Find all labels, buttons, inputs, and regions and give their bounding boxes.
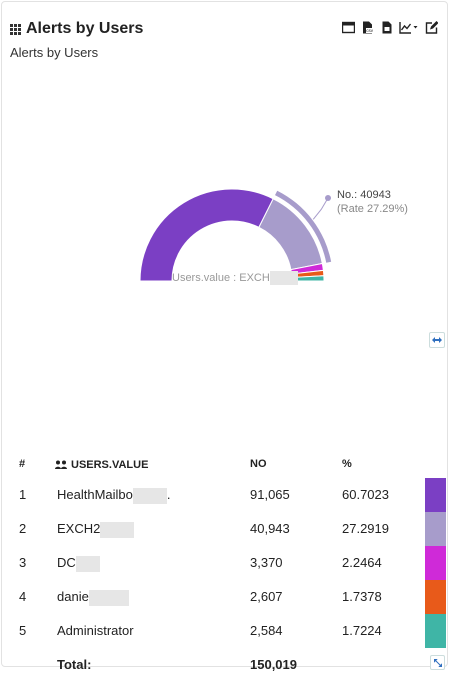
chart-type-button[interactable] bbox=[398, 20, 420, 35]
color-swatch bbox=[425, 478, 446, 512]
header-users[interactable]: USERS.VALUE bbox=[55, 458, 148, 472]
export-csv-icon: csv bbox=[363, 21, 374, 34]
row-user: HealthMailbo. bbox=[57, 478, 171, 512]
table-row[interactable]: 3 DC 3,370 2.2464 bbox=[2, 546, 450, 580]
export-pdf-button[interactable] bbox=[379, 20, 394, 35]
edit-button[interactable] bbox=[424, 20, 439, 35]
grid-icon bbox=[10, 23, 21, 35]
donut-slice-1[interactable] bbox=[139, 188, 274, 282]
header-no: NO bbox=[250, 458, 267, 470]
export-pdf-icon bbox=[382, 21, 392, 34]
color-swatch bbox=[425, 512, 446, 546]
arrows-horizontal-icon bbox=[432, 337, 442, 343]
row-no: 40,943 bbox=[250, 521, 290, 536]
redaction bbox=[132, 487, 167, 504]
donut-slice-2[interactable] bbox=[258, 198, 323, 271]
export-csv-button[interactable]: csv bbox=[360, 20, 375, 35]
edit-icon bbox=[425, 21, 438, 34]
row-user: DC bbox=[57, 546, 100, 580]
row-user-text: danie bbox=[57, 589, 89, 604]
tooltip-leader-dot bbox=[325, 195, 331, 201]
header-pct: % bbox=[342, 458, 352, 470]
svg-text:csv: csv bbox=[366, 28, 374, 33]
row-pct: 2.2464 bbox=[342, 555, 382, 570]
color-swatch bbox=[425, 546, 446, 580]
users-group-icon bbox=[55, 460, 67, 469]
row-user: EXCH2 bbox=[57, 512, 135, 546]
row-user-suffix: . bbox=[166, 487, 171, 502]
widget-title: Alerts by Users bbox=[26, 20, 144, 37]
total-label: Total: bbox=[57, 657, 92, 672]
chart-center-label: Users.value : EXCH bbox=[172, 271, 298, 285]
table-view-icon bbox=[342, 21, 355, 34]
row-index: 5 bbox=[19, 623, 27, 638]
widget-subtitle: Alerts by Users bbox=[10, 45, 99, 60]
widget-header: Alerts by Users bbox=[10, 18, 143, 40]
header-index: # bbox=[19, 458, 26, 470]
row-no: 2,584 bbox=[250, 623, 283, 638]
redaction bbox=[75, 555, 100, 572]
chart-type-icon bbox=[399, 22, 418, 34]
redaction bbox=[100, 521, 135, 538]
row-no: 2,607 bbox=[250, 589, 283, 604]
header-users-label: USERS.VALUE bbox=[71, 459, 149, 471]
total-row: Total: 150,019 bbox=[2, 648, 450, 682]
row-pct: 1.7224 bbox=[342, 623, 382, 638]
center-label-text: Users.value : EXCH bbox=[172, 271, 270, 284]
row-user: Administrator bbox=[57, 623, 134, 638]
row-index: 1 bbox=[19, 487, 27, 502]
expand-horizontal-button[interactable] bbox=[429, 332, 445, 348]
row-index: 2 bbox=[19, 521, 27, 536]
donut-chart[interactable] bbox=[2, 162, 450, 302]
redaction bbox=[88, 589, 129, 606]
row-user: danie bbox=[57, 580, 129, 614]
table-row[interactable]: 1 HealthMailbo. 91,065 60.7023 bbox=[2, 478, 450, 512]
resize-icon bbox=[433, 658, 442, 667]
table-row[interactable]: 4 danie 2,607 1.7378 bbox=[2, 580, 450, 614]
tooltip-value: No.: 40943 bbox=[337, 189, 391, 201]
row-pct: 27.2919 bbox=[342, 521, 389, 536]
row-pct: 60.7023 bbox=[342, 487, 389, 502]
row-user-text: DC bbox=[57, 555, 76, 570]
row-index: 3 bbox=[19, 555, 27, 570]
row-user-text: HealthMailbo bbox=[57, 487, 133, 502]
row-user-text: EXCH2 bbox=[57, 521, 101, 536]
tooltip-leader-line bbox=[312, 197, 329, 220]
row-no: 3,370 bbox=[250, 555, 283, 570]
redaction bbox=[269, 271, 298, 285]
row-index: 4 bbox=[19, 589, 27, 604]
hover-highlight-arc bbox=[274, 190, 332, 263]
widget-toolbar: csv bbox=[341, 20, 439, 35]
row-pct: 1.7378 bbox=[342, 589, 382, 604]
table-view-button[interactable] bbox=[341, 20, 356, 35]
color-swatch bbox=[425, 614, 446, 648]
table-row[interactable]: 5 Administrator 2,584 1.7224 bbox=[2, 614, 450, 648]
tooltip-rate: (Rate 27.29%) bbox=[337, 203, 408, 215]
table-row[interactable]: 2 EXCH2 40,943 27.2919 bbox=[2, 512, 450, 546]
row-no: 91,065 bbox=[250, 487, 290, 502]
total-value: 150,019 bbox=[250, 657, 297, 672]
color-swatch bbox=[425, 580, 446, 614]
